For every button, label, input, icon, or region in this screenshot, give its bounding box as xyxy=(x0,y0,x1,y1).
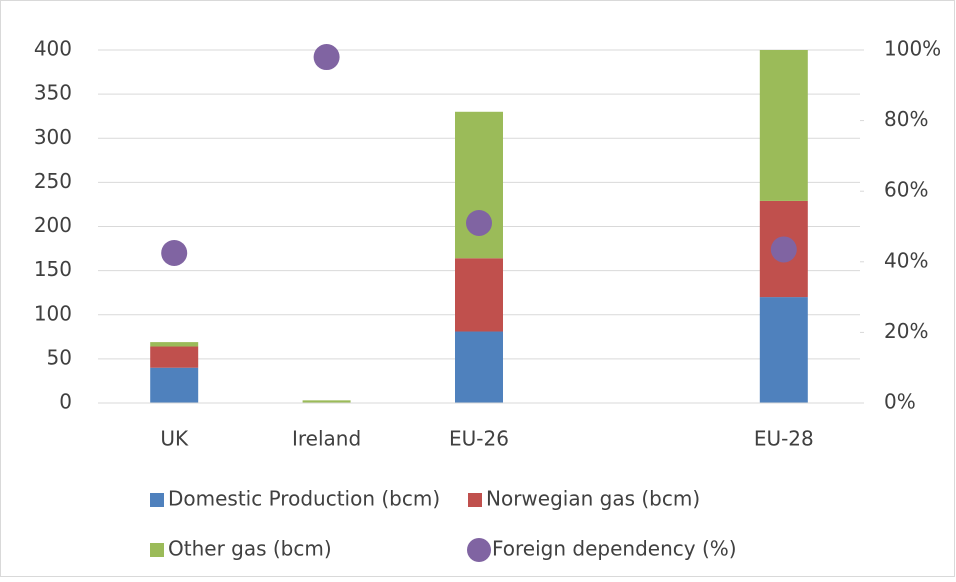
x-tick-label: EU-26 xyxy=(449,427,509,451)
y2-tick-label: 20% xyxy=(884,319,928,343)
bar-segment xyxy=(759,50,808,201)
legend-label: Norwegian gas (bcm) xyxy=(486,487,700,511)
y-tick-label: 350 xyxy=(34,81,72,105)
bar-segment xyxy=(455,331,503,403)
x-tick-label: EU-28 xyxy=(754,427,814,451)
bar-segment xyxy=(302,400,351,403)
y-tick-label: 100 xyxy=(34,301,72,325)
y2-tick-label: 0% xyxy=(884,390,916,414)
y-tick-label: 200 xyxy=(34,213,72,237)
y-tick-label: 50 xyxy=(47,345,72,369)
x-tick-label: Ireland xyxy=(292,427,361,451)
bar-segment xyxy=(150,367,199,403)
bar-segment xyxy=(455,111,503,259)
legend-label: Other gas (bcm) xyxy=(168,537,332,561)
bar-segment xyxy=(150,342,199,347)
bar-segment xyxy=(150,346,199,368)
legend-swatch xyxy=(150,543,164,557)
legend-label: Domestic Production (bcm) xyxy=(168,487,440,511)
bar-segment xyxy=(759,297,808,403)
y2-tick-label: 100% xyxy=(884,37,941,61)
y-tick-label: 150 xyxy=(34,257,72,281)
y-tick-label: 250 xyxy=(34,169,72,193)
x-tick-label: UK xyxy=(160,427,189,451)
y-tick-label: 400 xyxy=(34,37,72,61)
y2-tick-label: 60% xyxy=(884,178,928,202)
dependency-point xyxy=(313,44,340,71)
legend-swatch xyxy=(468,493,482,507)
y-tick-label: 0 xyxy=(59,390,72,414)
dependency-point xyxy=(161,239,188,266)
legend-label: Foreign dependency (%) xyxy=(492,537,737,561)
legend-swatch xyxy=(150,493,164,507)
dependency-point xyxy=(466,209,492,236)
y2-tick-label: 80% xyxy=(884,107,928,131)
legend-swatch xyxy=(467,538,491,562)
dependency-point xyxy=(770,236,797,263)
y-tick-label: 300 xyxy=(34,125,72,149)
y2-tick-label: 40% xyxy=(884,248,928,272)
bar-segment xyxy=(455,258,503,332)
